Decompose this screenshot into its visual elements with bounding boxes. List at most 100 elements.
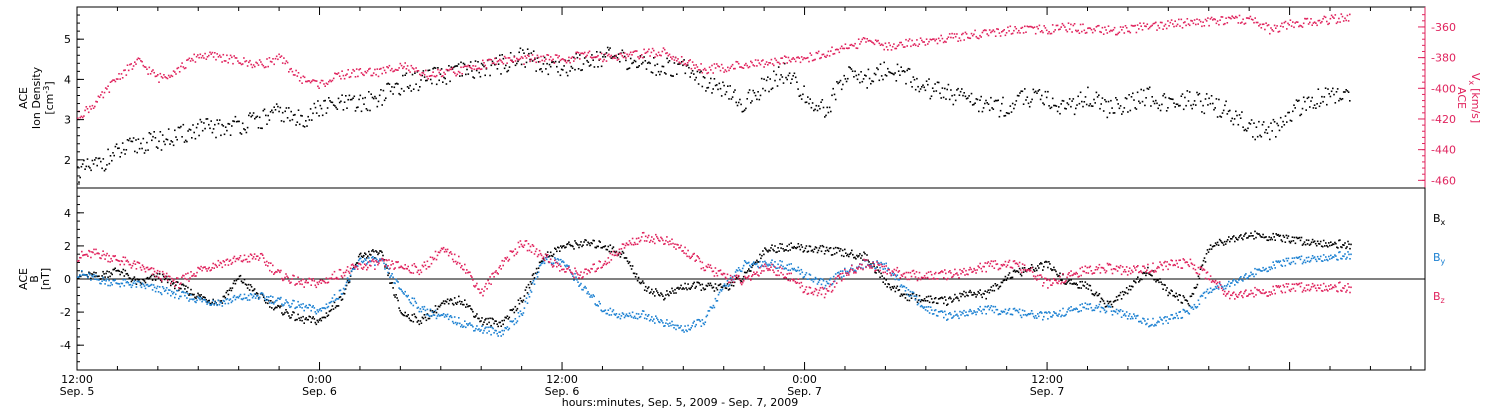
by-point	[148, 285, 151, 287]
ion-density-point	[1117, 103, 1119, 105]
bx-point	[1180, 301, 1183, 304]
ion-density-point	[1202, 104, 1204, 107]
ion-density-point	[302, 125, 305, 127]
bz-point	[234, 260, 237, 263]
ion-density-point	[1048, 105, 1050, 107]
by-point	[1346, 256, 1348, 259]
bx-point	[1247, 236, 1249, 239]
ion-density-point	[300, 114, 302, 117]
bx-point	[1070, 279, 1072, 281]
bx-point	[1194, 287, 1197, 289]
bx-point	[256, 293, 259, 295]
velocity-point	[1153, 22, 1156, 25]
bz-point	[183, 274, 185, 277]
ion-density-point	[286, 117, 289, 119]
bx-point	[750, 270, 752, 272]
bx-point	[996, 284, 999, 286]
velocity-point	[959, 39, 962, 42]
bz-point	[305, 279, 307, 282]
ion-density-point	[1081, 100, 1083, 103]
bx-point	[1109, 300, 1112, 303]
by-point	[1041, 312, 1043, 314]
velocity-point	[1043, 25, 1045, 27]
bx-point	[886, 286, 888, 288]
velocity-point	[978, 37, 980, 40]
velocity-point	[496, 60, 499, 63]
by-point	[394, 282, 396, 285]
by-point	[281, 303, 283, 305]
ion-density-point	[854, 70, 856, 73]
ion-density-point	[574, 68, 576, 71]
velocity-point	[797, 56, 799, 58]
velocity-point	[791, 58, 793, 60]
ion-density-point	[175, 136, 177, 138]
bx-point	[763, 253, 765, 256]
ion-density-point	[525, 61, 528, 64]
by-point	[983, 308, 985, 311]
bx-point	[664, 297, 666, 300]
velocity-point	[609, 55, 611, 58]
velocity-point	[518, 58, 520, 61]
ion-density-point	[1108, 112, 1111, 114]
bx-point	[395, 294, 397, 296]
bx-point	[629, 265, 632, 267]
by-point	[104, 283, 106, 285]
velocity-point	[638, 57, 640, 60]
velocity-point	[140, 60, 142, 62]
by-point	[1319, 255, 1322, 258]
ion-density-point	[129, 137, 131, 140]
velocity-point	[512, 61, 514, 63]
by-point	[134, 282, 137, 285]
bx-point	[962, 293, 964, 296]
bz-point	[176, 277, 178, 279]
velocity-point	[1093, 28, 1095, 30]
ion-density-point	[239, 132, 242, 134]
by-point	[1046, 312, 1048, 314]
by-point	[754, 263, 756, 265]
bx-point	[185, 285, 187, 287]
bx-point	[623, 257, 626, 259]
ion-density-point	[1222, 109, 1225, 112]
ion-density-point	[874, 73, 877, 76]
velocity-point	[676, 60, 678, 62]
ion-density-point	[520, 63, 523, 66]
by-point	[278, 297, 280, 300]
by-point	[606, 312, 609, 315]
by-point	[1149, 325, 1151, 327]
ion-density-point	[1309, 106, 1311, 108]
bx-point	[1045, 260, 1047, 263]
by-point	[258, 296, 261, 299]
bz-point	[314, 284, 317, 287]
velocity-point	[699, 69, 701, 71]
bz-point	[130, 267, 133, 269]
ion-density-point	[313, 102, 316, 105]
ion-density-point	[136, 151, 138, 154]
bx-point	[145, 277, 148, 280]
velocity-point	[1142, 22, 1145, 25]
bx-point	[557, 246, 559, 249]
bx-point	[747, 270, 749, 272]
by-point	[162, 287, 165, 290]
bx-point	[619, 256, 622, 258]
ion-density-point	[271, 109, 273, 112]
bx-point	[1122, 293, 1125, 296]
ion-density-point	[358, 98, 360, 101]
bz-point	[280, 269, 282, 272]
by-point	[323, 307, 326, 309]
ion-density-point	[786, 78, 788, 81]
bz-point	[190, 271, 192, 273]
by-point	[1314, 258, 1317, 261]
by-point	[89, 273, 91, 276]
ion-density-point	[1075, 107, 1077, 110]
velocity-point	[718, 65, 721, 68]
bx-point	[99, 278, 101, 280]
ion-density-point	[484, 74, 486, 77]
ion-density-point	[940, 97, 942, 99]
by-point	[792, 268, 794, 271]
bx-point	[505, 317, 507, 319]
bz-point	[182, 274, 184, 277]
ion-density-point	[448, 65, 450, 67]
velocity-point	[1024, 25, 1026, 28]
bx-point	[529, 281, 532, 283]
